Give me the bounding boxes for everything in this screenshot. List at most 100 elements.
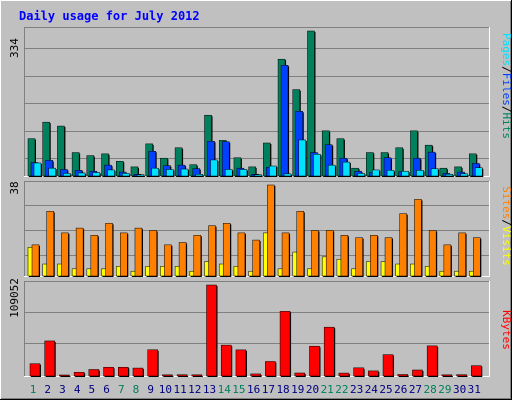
pages-bar bbox=[63, 173, 72, 177]
sites-bar bbox=[222, 223, 232, 277]
sites-bar bbox=[90, 235, 99, 277]
legend-separator: / bbox=[500, 66, 512, 73]
kbytes-bar bbox=[235, 349, 247, 377]
pages-bar bbox=[357, 173, 366, 177]
kbytes-bar bbox=[191, 374, 203, 377]
day-label: 18 bbox=[276, 383, 289, 396]
day-label: 6 bbox=[103, 383, 110, 396]
day-label: 10 bbox=[159, 383, 172, 396]
legend-visits: Visits bbox=[500, 226, 512, 266]
sites-bar bbox=[105, 223, 114, 277]
pages-bar bbox=[151, 167, 160, 177]
day-label: 28 bbox=[424, 383, 437, 396]
pages-bar bbox=[77, 172, 87, 177]
sites-bar bbox=[61, 232, 70, 277]
kbytes-bar bbox=[59, 374, 71, 377]
pages-bar bbox=[48, 167, 57, 177]
kbytes-bar bbox=[147, 349, 159, 377]
pages-bar bbox=[386, 170, 396, 177]
sites-bar bbox=[31, 244, 40, 277]
pages-bar bbox=[269, 165, 278, 177]
kbytes-bar bbox=[353, 367, 365, 377]
sites-bar bbox=[384, 237, 394, 277]
hits-panel-legend: Pages/Files/Hits bbox=[500, 33, 512, 139]
legend-pages: Pages bbox=[500, 33, 512, 66]
pages-bar bbox=[92, 172, 101, 177]
day-label: 17 bbox=[262, 383, 275, 396]
sites-bar bbox=[75, 227, 85, 277]
legend-kbytes: KBytes bbox=[500, 310, 512, 350]
kbytes-panel-max-label: 109052 bbox=[8, 278, 21, 318]
kbytes-bar bbox=[73, 371, 86, 377]
kbytes-bar bbox=[368, 370, 380, 377]
sites-bar bbox=[443, 244, 452, 277]
pages-bar bbox=[313, 154, 322, 177]
pages-bar bbox=[254, 174, 263, 177]
pages-bar bbox=[372, 169, 381, 177]
sites-bar bbox=[120, 232, 129, 277]
day-label: 20 bbox=[306, 383, 319, 396]
day-label: 11 bbox=[173, 383, 186, 396]
day-label: 12 bbox=[188, 383, 201, 396]
sites-bar bbox=[164, 244, 173, 277]
kbytes-bar bbox=[206, 284, 218, 377]
kbytes-bar bbox=[309, 345, 321, 377]
pages-bar bbox=[283, 173, 293, 177]
day-label: 24 bbox=[365, 383, 379, 396]
kbytes-bar bbox=[176, 374, 189, 377]
chart-title: Daily usage for July 2012 bbox=[19, 9, 200, 23]
kbytes-bar bbox=[265, 361, 277, 377]
pages-bar bbox=[122, 173, 131, 177]
pages-bar bbox=[195, 174, 204, 177]
pages-bar bbox=[445, 174, 454, 177]
kbytes-bar bbox=[471, 365, 483, 377]
sites-bar bbox=[237, 232, 246, 277]
legend-files: Files bbox=[500, 73, 512, 106]
kbytes-bar bbox=[29, 363, 41, 377]
pages-bar bbox=[475, 167, 484, 177]
kbytes-bar bbox=[397, 374, 409, 377]
visits-panel-legend: Sites/Visits bbox=[500, 186, 512, 266]
files-bar bbox=[280, 65, 290, 177]
kbytes-panel-legend: KBytes bbox=[500, 310, 512, 350]
day-label: 31 bbox=[468, 383, 481, 396]
pages-bar bbox=[401, 170, 410, 177]
sites-bar bbox=[178, 242, 188, 277]
legend-sites: Sites bbox=[500, 186, 512, 219]
sites-bar bbox=[370, 235, 379, 277]
day-label: 2 bbox=[44, 383, 51, 396]
pages-bar bbox=[136, 174, 145, 177]
kbytes-bar bbox=[132, 367, 144, 377]
day-label: 23 bbox=[350, 383, 363, 396]
day-label: 9 bbox=[147, 383, 154, 396]
sites-bar bbox=[311, 230, 320, 277]
day-label: 7 bbox=[118, 383, 125, 396]
day-label: 26 bbox=[394, 383, 407, 396]
day-label: 4 bbox=[74, 383, 81, 396]
pages-bar bbox=[210, 159, 219, 177]
day-label: 8 bbox=[133, 383, 140, 396]
kbytes-bar bbox=[338, 372, 350, 377]
pages-bar bbox=[224, 169, 234, 177]
pages-bar bbox=[430, 168, 440, 177]
kbytes-bar bbox=[118, 366, 130, 377]
sites-bar bbox=[267, 184, 276, 277]
day-label: 29 bbox=[438, 383, 451, 396]
pages-bar bbox=[416, 170, 425, 177]
kbytes-bar bbox=[441, 374, 453, 377]
pages-bar bbox=[107, 169, 116, 177]
day-label: 1 bbox=[30, 383, 37, 396]
legend-separator: / bbox=[500, 219, 512, 226]
sites-bar bbox=[458, 232, 467, 277]
kbytes-bar bbox=[103, 366, 115, 377]
sites-bar bbox=[428, 230, 438, 277]
pages-bar bbox=[166, 169, 175, 177]
day-label: 3 bbox=[59, 383, 66, 396]
sites-bar bbox=[399, 213, 408, 277]
day-label: 25 bbox=[379, 383, 392, 396]
sites-bar bbox=[355, 237, 364, 277]
day-label: 30 bbox=[453, 383, 466, 396]
sites-bar bbox=[325, 230, 335, 277]
pages-bar bbox=[180, 168, 190, 177]
